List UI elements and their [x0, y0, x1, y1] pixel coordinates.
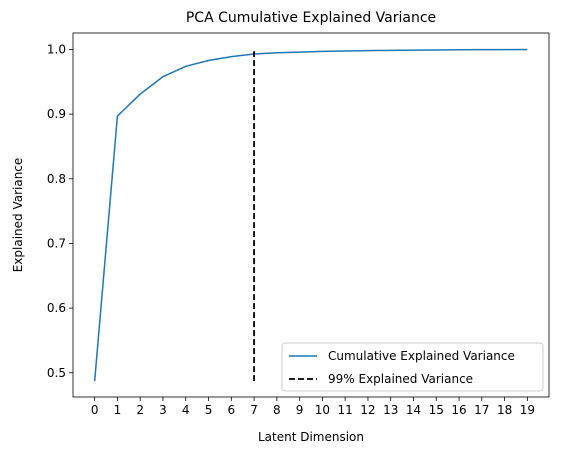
series-layer — [93, 48, 528, 382]
x-tick-label: 14 — [406, 403, 421, 417]
y-tick-label: 0.6 — [47, 301, 66, 315]
x-tick-label: 8 — [273, 403, 281, 417]
x-tick-label: 5 — [205, 403, 213, 417]
legend-label-cumulative: Cumulative Explained Variance — [328, 349, 515, 363]
legend-box — [281, 342, 544, 392]
y-tick-label: 1.0 — [47, 42, 66, 56]
x-tick-label: 6 — [227, 403, 235, 417]
y-tick-label: 0.7 — [47, 236, 66, 250]
x-axis-ticks: 0 1 2 3 4 5 6 7 8 9 10 11 12 13 14 15 16 17 18 19 — [91, 397, 535, 417]
chart-title: PCA Cumulative Explained Variance — [186, 10, 436, 26]
x-tick-label: 19 — [520, 403, 535, 417]
x-tick-label: 10 — [315, 403, 330, 417]
x-tick-label: 3 — [159, 403, 167, 417]
x-axis-label: Latent Dimension — [258, 430, 364, 444]
x-tick-label: 11 — [338, 403, 353, 417]
x-tick-label: 18 — [497, 403, 512, 417]
x-tick-label: 17 — [474, 403, 489, 417]
x-tick-label: 13 — [383, 403, 398, 417]
legend: Cumulative Explained Variance 99% Explai… — [281, 342, 544, 392]
x-tick-label: 9 — [296, 403, 304, 417]
x-tick-label: 15 — [429, 403, 444, 417]
x-tick-label: 1 — [114, 403, 122, 417]
y-axis-ticks: 0.5 0.6 0.7 0.8 0.9 1.0 — [47, 42, 73, 380]
x-tick-label: 12 — [360, 403, 375, 417]
x-tick-label: 2 — [136, 403, 144, 417]
legend-label-threshold: 99% Explained Variance — [328, 372, 473, 386]
plot-area — [72, 32, 550, 398]
x-tick-label: 7 — [250, 403, 258, 417]
x-tick-label: 16 — [451, 403, 466, 417]
y-tick-label: 0.8 — [47, 172, 66, 186]
y-tick-label: 0.5 — [47, 366, 66, 380]
x-tick-label: 0 — [91, 403, 99, 417]
y-axis-label: Explained Variance — [11, 158, 25, 273]
y-tick-label: 0.9 — [47, 107, 66, 121]
x-tick-label: 4 — [182, 403, 190, 417]
cumulative-variance-line — [93, 48, 528, 382]
